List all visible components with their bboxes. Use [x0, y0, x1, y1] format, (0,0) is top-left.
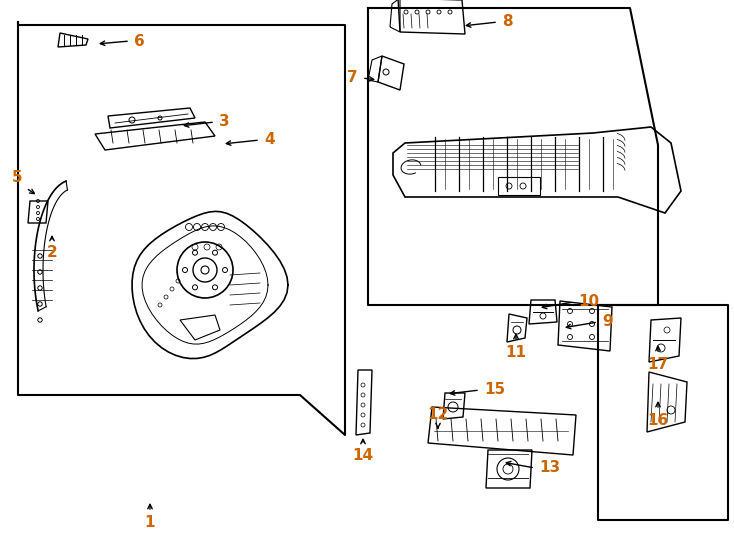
- Text: 10: 10: [578, 294, 599, 309]
- Text: 12: 12: [427, 407, 448, 422]
- Text: 6: 6: [134, 33, 145, 49]
- Text: 1: 1: [145, 515, 156, 530]
- Text: 2: 2: [47, 245, 57, 260]
- Text: 9: 9: [602, 314, 613, 329]
- Bar: [498, 177, 540, 195]
- Text: 8: 8: [502, 15, 512, 30]
- Text: 7: 7: [347, 71, 358, 85]
- Text: 15: 15: [484, 382, 505, 397]
- Text: 16: 16: [647, 413, 669, 428]
- Text: 3: 3: [219, 114, 230, 130]
- Text: 4: 4: [264, 132, 275, 147]
- Text: 13: 13: [539, 461, 560, 476]
- Text: 14: 14: [352, 448, 374, 463]
- Text: 11: 11: [506, 345, 526, 360]
- Text: 17: 17: [647, 357, 669, 372]
- Text: 5: 5: [11, 170, 22, 185]
